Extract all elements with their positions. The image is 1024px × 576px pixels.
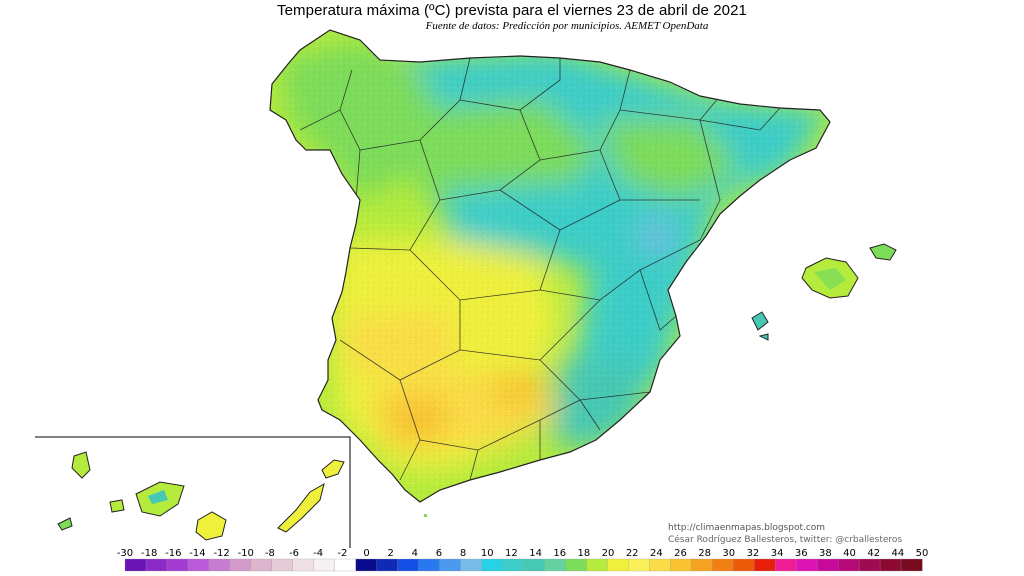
legend-swatch [670,558,692,572]
legend-swatch [313,558,336,572]
legend-swatch [208,558,231,572]
legend-swatch [229,558,252,572]
legend-swatch [145,558,168,572]
legend-swatch [900,558,923,572]
province-borders [299,57,781,481]
ceuta-marker [424,514,427,517]
legend-tick-label: -4 [313,548,323,559]
data-source-note: Fuente de datos: Predicción por municipi… [425,20,709,32]
credit-author: César Rodríguez Ballesteros, twitter: @c… [668,535,903,545]
legend-tick-label: -10 [238,548,254,559]
legend-swatch [166,558,189,572]
legend-swatch [250,558,273,572]
legend-swatch [858,558,881,572]
legend-swatch [754,558,776,572]
legend-tick-label: -6 [289,548,299,559]
canary-islands [57,451,345,541]
legend-swatch [292,558,315,572]
credits: http://climaenmapas.blogspot.com César R… [668,522,902,546]
legend-swatch [439,558,462,572]
legend-swatches [124,558,923,572]
legend-tick-label: 24 [650,548,663,559]
legend-swatch [691,558,713,572]
legend-tick-label: 20 [602,548,615,559]
legend-tick-label: 42 [867,548,880,559]
legend-tick-label: 2 [387,548,393,559]
legend-tick-label: -12 [213,548,229,559]
legend-tick-label: 0 [363,548,369,559]
legend-tick-label: -2 [337,548,347,559]
legend-swatch [816,558,839,572]
legend-swatch [334,558,357,572]
legend-tick-label: 38 [819,548,832,559]
legend-tick-label: 6 [436,548,442,559]
legend-swatch [565,558,587,572]
legend-swatch [733,558,755,572]
legend-tick-label: 50 [916,548,929,559]
la-palma [71,451,91,479]
ibiza [751,311,769,331]
legend-tick-label: 34 [771,548,784,559]
legend-swatch [649,558,671,572]
legend-swatch [355,558,378,572]
map-title: Temperatura máxima (ºC) prevista para el… [277,2,747,19]
credit-url: http://climaenmapas.blogspot.com [668,523,826,533]
fuerteventura [277,482,325,533]
legend-tick-label: 10 [481,548,494,559]
legend-tick-label: -18 [141,548,157,559]
legend-tick-labels: -30 -18 -16 -14 -12 -10 -8 -6 -4 -2 0 2 4 6 8 10 12 14 16 1… [117,548,929,559]
mallorca-inner [814,268,846,290]
legend-tick-label: 28 [698,548,711,559]
legend-tick-label: 12 [505,548,518,559]
legend-swatch [837,558,860,572]
lanzarote [321,459,345,479]
legend-tick-label: 4 [412,548,418,559]
legend-tick-label: 14 [529,548,542,559]
legend-swatch [397,558,420,572]
legend-swatch [775,558,797,572]
legend-swatch [879,558,902,572]
legend-swatch [124,558,147,572]
legend-swatch [796,558,818,572]
gran-canaria [195,511,227,541]
legend-tick-label: -14 [189,548,205,559]
legend-swatch [544,558,566,572]
legend-swatch [607,558,629,572]
legend-swatch [271,558,294,572]
tenerife-teide [148,490,168,504]
legend-swatch [712,558,734,572]
legend-tick-label: -16 [165,548,181,559]
legend-swatch [586,558,608,572]
legend-swatch [481,558,504,572]
legend-swatch [502,558,525,572]
la-gomera [109,499,125,513]
legend-tick-label: 8 [460,548,466,559]
menorca [869,243,897,261]
el-hierro [57,517,73,531]
legend-swatch [460,558,483,572]
legend-swatch [187,558,210,572]
legend-tick-label: 32 [747,548,760,559]
balearic-islands [751,243,897,341]
legend-swatch [523,558,546,572]
legend-tick-label: -30 [117,548,133,559]
legend-tick-label: 40 [843,548,856,559]
canary-inset-frame [35,436,351,548]
legend-tick-label: -8 [265,548,275,559]
legend-tick-label: 30 [722,548,735,559]
legend-tick-label: 36 [795,548,808,559]
legend-tick-label: 18 [578,548,591,559]
legend-swatch [418,558,441,572]
legend-tick-label: 22 [626,548,639,559]
legend-tick-label: 44 [891,548,904,559]
legend-swatch [628,558,650,572]
formentera [758,333,769,341]
legend-tick-label: 26 [674,548,687,559]
legend-swatch [376,558,399,572]
legend-tick-label: 16 [553,548,566,559]
